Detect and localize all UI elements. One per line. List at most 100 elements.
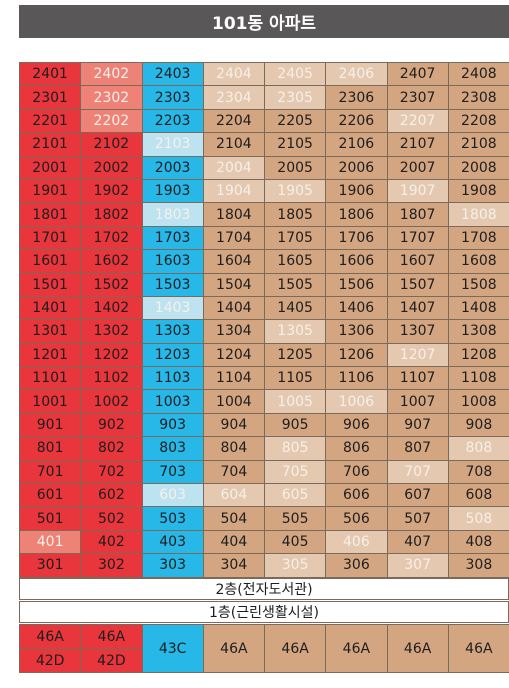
unit-cell: 1908 <box>448 179 509 204</box>
unit-cell: 1502 <box>81 273 143 297</box>
unit-cell: 1904 <box>203 179 265 204</box>
unit-cell: 705 <box>265 460 327 485</box>
unit-cell: 2408 <box>448 63 509 87</box>
unit-cell: 1607 <box>387 250 449 274</box>
unit-type-cell: 46A <box>387 625 449 673</box>
unit-cell: 1201 <box>20 343 82 368</box>
unit-cell: 2108 <box>448 133 509 157</box>
unit-cell: 501 <box>20 507 82 531</box>
unit-cell: 2105 <box>265 133 327 157</box>
unit-cell: 1805 <box>265 203 327 227</box>
unit-cell: 907 <box>387 413 449 438</box>
unit-cell: 2307 <box>387 86 449 110</box>
unit-cell: 1901 <box>20 179 82 204</box>
unit-cell: 2101 <box>20 133 82 157</box>
unit-cell: 701 <box>20 460 82 485</box>
unit-cell: 704 <box>203 460 265 485</box>
unit-cell: 906 <box>326 413 388 438</box>
unit-cell: 2301 <box>20 86 82 110</box>
unit-cell: 1005 <box>265 390 327 414</box>
unit-cell: 407 <box>387 530 449 555</box>
unit-cell: 805 <box>265 437 327 461</box>
unit-cell: 402 <box>81 530 143 555</box>
unit-cell: 2106 <box>326 133 388 157</box>
unit-cell: 1306 <box>326 320 388 344</box>
unit-cell: 1707 <box>387 226 449 251</box>
unit-cell: 2207 <box>387 109 449 134</box>
unit-cell: 707 <box>387 460 449 485</box>
unit-cell: 1503 <box>142 273 204 297</box>
page-title: 101동 아파트 <box>19 5 509 38</box>
unit-cell: 401 <box>20 530 82 555</box>
unit-type-cell: 46A <box>81 625 143 649</box>
unit-cell: 808 <box>448 437 509 461</box>
unit-cell: 2403 <box>142 63 204 87</box>
unit-cell: 1301 <box>20 320 82 344</box>
unit-cell: 508 <box>448 507 509 531</box>
unit-cell: 2205 <box>265 109 327 134</box>
unit-cell: 1103 <box>142 367 204 391</box>
unit-cell: 408 <box>448 530 509 555</box>
unit-cell: 1008 <box>448 390 509 414</box>
unit-cell: 406 <box>326 530 388 555</box>
unit-cell: 1202 <box>81 343 143 368</box>
unit-cell: 1808 <box>448 203 509 227</box>
unit-cell: 1706 <box>326 226 388 251</box>
unit-cell: 1204 <box>203 343 265 368</box>
unit-cell: 1307 <box>387 320 449 344</box>
unit-cell: 1605 <box>265 250 327 274</box>
unit-cell: 304 <box>203 554 265 578</box>
unit-cell: 905 <box>265 413 327 438</box>
floor-1-label: 1층(근린생활시설) <box>19 601 509 623</box>
unit-type-cell: 42D <box>81 649 143 673</box>
unit-cell: 1804 <box>203 203 265 227</box>
unit-grid: 2401 2402 2403 2404 2405 2406 2407 2408 2301 2302… <box>19 62 509 578</box>
unit-type-cell: 46A <box>448 625 509 673</box>
unit-cell: 1207 <box>387 343 449 368</box>
unit-type-cell: 46A <box>265 625 327 673</box>
unit-cell: 1705 <box>265 226 327 251</box>
unit-cell: 2406 <box>326 63 388 87</box>
unit-cell: 1802 <box>81 203 143 227</box>
unit-cell: 703 <box>142 460 204 485</box>
unit-cell: 306 <box>326 554 388 578</box>
unit-cell: 601 <box>20 484 82 508</box>
unit-cell: 404 <box>203 530 265 555</box>
unit-cell: 1906 <box>326 179 388 204</box>
unit-cell: 1308 <box>448 320 509 344</box>
unit-cell: 2002 <box>81 156 143 180</box>
unit-cell: 307 <box>387 554 449 578</box>
unit-cell: 706 <box>326 460 388 485</box>
unit-cell: 505 <box>265 507 327 531</box>
unit-cell: 2003 <box>142 156 204 180</box>
unit-cell: 1602 <box>81 250 143 274</box>
unit-cell: 1603 <box>142 250 204 274</box>
unit-cell: 903 <box>142 413 204 438</box>
unit-cell: 1006 <box>326 390 388 414</box>
unit-cell: 702 <box>81 460 143 485</box>
unit-type-cell: 46A <box>326 625 388 673</box>
unit-cell: 1601 <box>20 250 82 274</box>
unit-cell: 1606 <box>326 250 388 274</box>
unit-cell: 302 <box>81 554 143 578</box>
unit-cell: 2007 <box>387 156 449 180</box>
unit-cell: 801 <box>20 437 82 461</box>
unit-cell: 1803 <box>142 203 204 227</box>
unit-cell: 1907 <box>387 179 449 204</box>
unit-cell: 606 <box>326 484 388 508</box>
unit-cell: 1003 <box>142 390 204 414</box>
unit-cell: 1004 <box>203 390 265 414</box>
unit-cell: 1406 <box>326 296 388 321</box>
unit-cell: 503 <box>142 507 204 531</box>
unit-cell: 1801 <box>20 203 82 227</box>
unit-cell: 1806 <box>326 203 388 227</box>
unit-cell: 2006 <box>326 156 388 180</box>
unit-cell: 1304 <box>203 320 265 344</box>
unit-cell: 904 <box>203 413 265 438</box>
unit-cell: 1102 <box>81 367 143 391</box>
unit-cell: 1403 <box>142 296 204 321</box>
unit-cell: 1001 <box>20 390 82 414</box>
unit-cell: 1206 <box>326 343 388 368</box>
unit-cell: 502 <box>81 507 143 531</box>
unit-cell: 2206 <box>326 109 388 134</box>
